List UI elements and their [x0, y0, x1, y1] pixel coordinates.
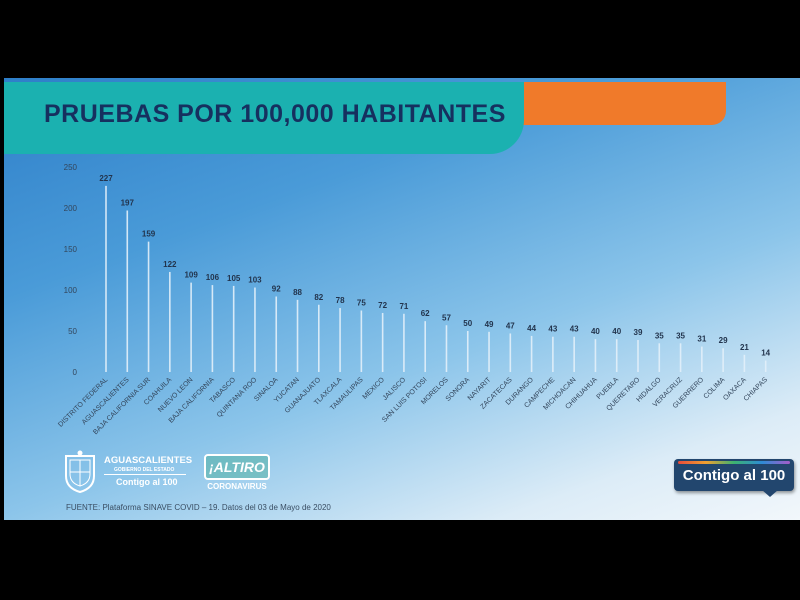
value-label: 227	[99, 174, 113, 183]
value-label: 35	[676, 331, 685, 340]
title-banner: PRUEBAS POR 100,000 HABITANTES	[4, 82, 524, 154]
value-label: 92	[272, 285, 281, 294]
x-tick-label: CHIAPAS	[743, 376, 770, 403]
chart-title: PRUEBAS POR 100,000 HABITANTES	[44, 100, 506, 128]
value-label: 43	[570, 325, 579, 334]
value-label: 103	[248, 276, 262, 285]
y-tick-label: 100	[64, 286, 78, 295]
value-label: 159	[142, 230, 156, 239]
value-label: 122	[163, 260, 177, 269]
value-label: 109	[184, 271, 198, 280]
value-label: 40	[591, 327, 600, 336]
altiro-subtitle: CORONAVIRUS	[207, 482, 267, 491]
altiro-word: ¡ALTIRO	[204, 454, 270, 480]
value-label: 43	[548, 325, 557, 334]
value-label: 29	[719, 336, 728, 345]
value-label: 71	[399, 302, 408, 311]
value-label: 35	[655, 331, 664, 340]
contigo-al-100-badge: Contigo al 100	[674, 459, 794, 491]
state-crest-icon	[65, 450, 95, 494]
aguascalientes-logo: AGUASCALIENTES GOBIERNO DEL ESTADO Conti…	[62, 450, 202, 498]
value-label: 47	[506, 321, 515, 330]
source-note: FUENTE: Plataforma SINAVE COVID – 19. Da…	[66, 503, 331, 512]
value-label: 62	[421, 309, 430, 318]
value-label: 21	[740, 343, 749, 352]
slide-background: PRUEBAS POR 100,000 HABITANTES 0 50 100 150…	[4, 78, 800, 520]
value-label: 44	[527, 324, 536, 333]
value-label: 14	[761, 349, 770, 358]
value-label: 31	[697, 335, 706, 344]
value-label: 75	[357, 299, 366, 308]
value-label: 197	[121, 198, 135, 207]
value-label: 50	[463, 319, 472, 328]
badge-color-stripe	[678, 461, 790, 464]
y-tick-label: 200	[64, 204, 78, 213]
aguascalientes-slogan: Contigo al 100	[116, 477, 178, 487]
aguascalientes-government: GOBIERNO DEL ESTADO	[114, 467, 175, 473]
value-label: 78	[336, 296, 345, 305]
altiro-coronavirus-logo: ¡ALTIRO CORONAVIRUS	[204, 454, 270, 498]
value-label: 40	[612, 327, 621, 336]
value-label: 106	[206, 273, 220, 282]
value-label: 57	[442, 313, 451, 322]
value-label: 49	[485, 320, 494, 329]
y-tick-label: 50	[68, 327, 77, 336]
logo-divider	[104, 474, 186, 475]
badge-text: Contigo al 100	[682, 467, 786, 484]
value-label: 88	[293, 288, 302, 297]
aguascalientes-name: AGUASCALIENTES	[104, 455, 193, 466]
value-label: 39	[634, 328, 643, 337]
value-label: 72	[378, 301, 387, 310]
value-label: 105	[227, 274, 241, 283]
y-tick-label: 250	[64, 163, 78, 172]
value-label: 82	[314, 293, 323, 302]
y-tick-label: 150	[64, 245, 78, 254]
y-tick-label: 0	[73, 368, 78, 377]
badge-speech-tail	[762, 490, 778, 497]
